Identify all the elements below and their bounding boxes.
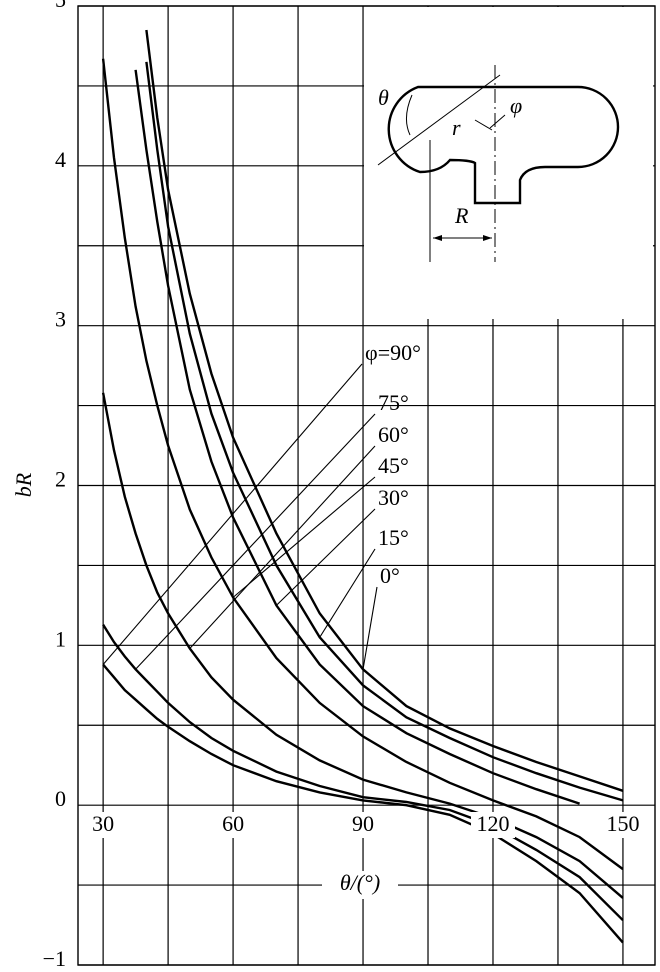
labels: −1 0 1 2 3 4 5 φ=90° 75° 60° 45° 30° 15° 0° 30 60 90 120 1… — [43, 0, 645, 971]
leader-line — [189, 445, 376, 649]
theta-arc — [406, 94, 413, 136]
inset-label: θ — [378, 85, 389, 110]
inset-shape — [387, 85, 620, 205]
legend-label: φ=90° — [365, 340, 421, 365]
phi-arrow — [474, 114, 506, 131]
y-tick-label: 5 — [55, 0, 66, 12]
legend-label: 30° — [378, 485, 409, 510]
x-tick-label: 60 — [222, 811, 244, 836]
radius-line — [377, 74, 501, 166]
x-tick-label: 90 — [352, 811, 374, 836]
label-background — [341, 812, 386, 838]
inset-diagram: θ φ r R — [364, 7, 653, 319]
label-background — [81, 812, 126, 838]
y-axis-label: bR — [11, 472, 36, 497]
y-tick-label: 4 — [55, 147, 66, 172]
inset-background — [364, 7, 653, 319]
label-background — [600, 812, 645, 838]
legend-label: 45° — [378, 453, 409, 478]
y-tick-label: 0 — [55, 786, 66, 811]
label-background — [470, 812, 515, 838]
y-tick-label: 2 — [55, 467, 66, 492]
label-background — [211, 812, 256, 838]
legend-label: 15° — [378, 525, 409, 550]
y-tick-label: 3 — [55, 307, 66, 332]
x-tick-label: 150 — [606, 811, 639, 836]
legend-label: 60° — [378, 422, 409, 447]
leader-line — [232, 476, 376, 598]
leader-line — [276, 508, 376, 606]
curve — [134, 69, 580, 805]
curve — [145, 29, 624, 792]
legend-label: 75° — [378, 390, 409, 415]
x-tick-label: 120 — [476, 811, 509, 836]
leader-line — [135, 413, 376, 670]
y-tick-label: 1 — [55, 626, 66, 651]
x-axis-label: θ/(°) — [340, 870, 380, 895]
leader-line — [102, 363, 363, 665]
leader-line — [319, 548, 376, 638]
x-tick-label: 30 — [92, 811, 114, 836]
y-tick-label: −1 — [43, 946, 66, 971]
legend-label: 0° — [380, 563, 400, 588]
leader-line — [362, 586, 378, 670]
label-background — [322, 871, 398, 899]
inset-label: R — [454, 203, 469, 228]
inset-label: r — [452, 115, 461, 140]
inset-label: φ — [510, 93, 522, 118]
